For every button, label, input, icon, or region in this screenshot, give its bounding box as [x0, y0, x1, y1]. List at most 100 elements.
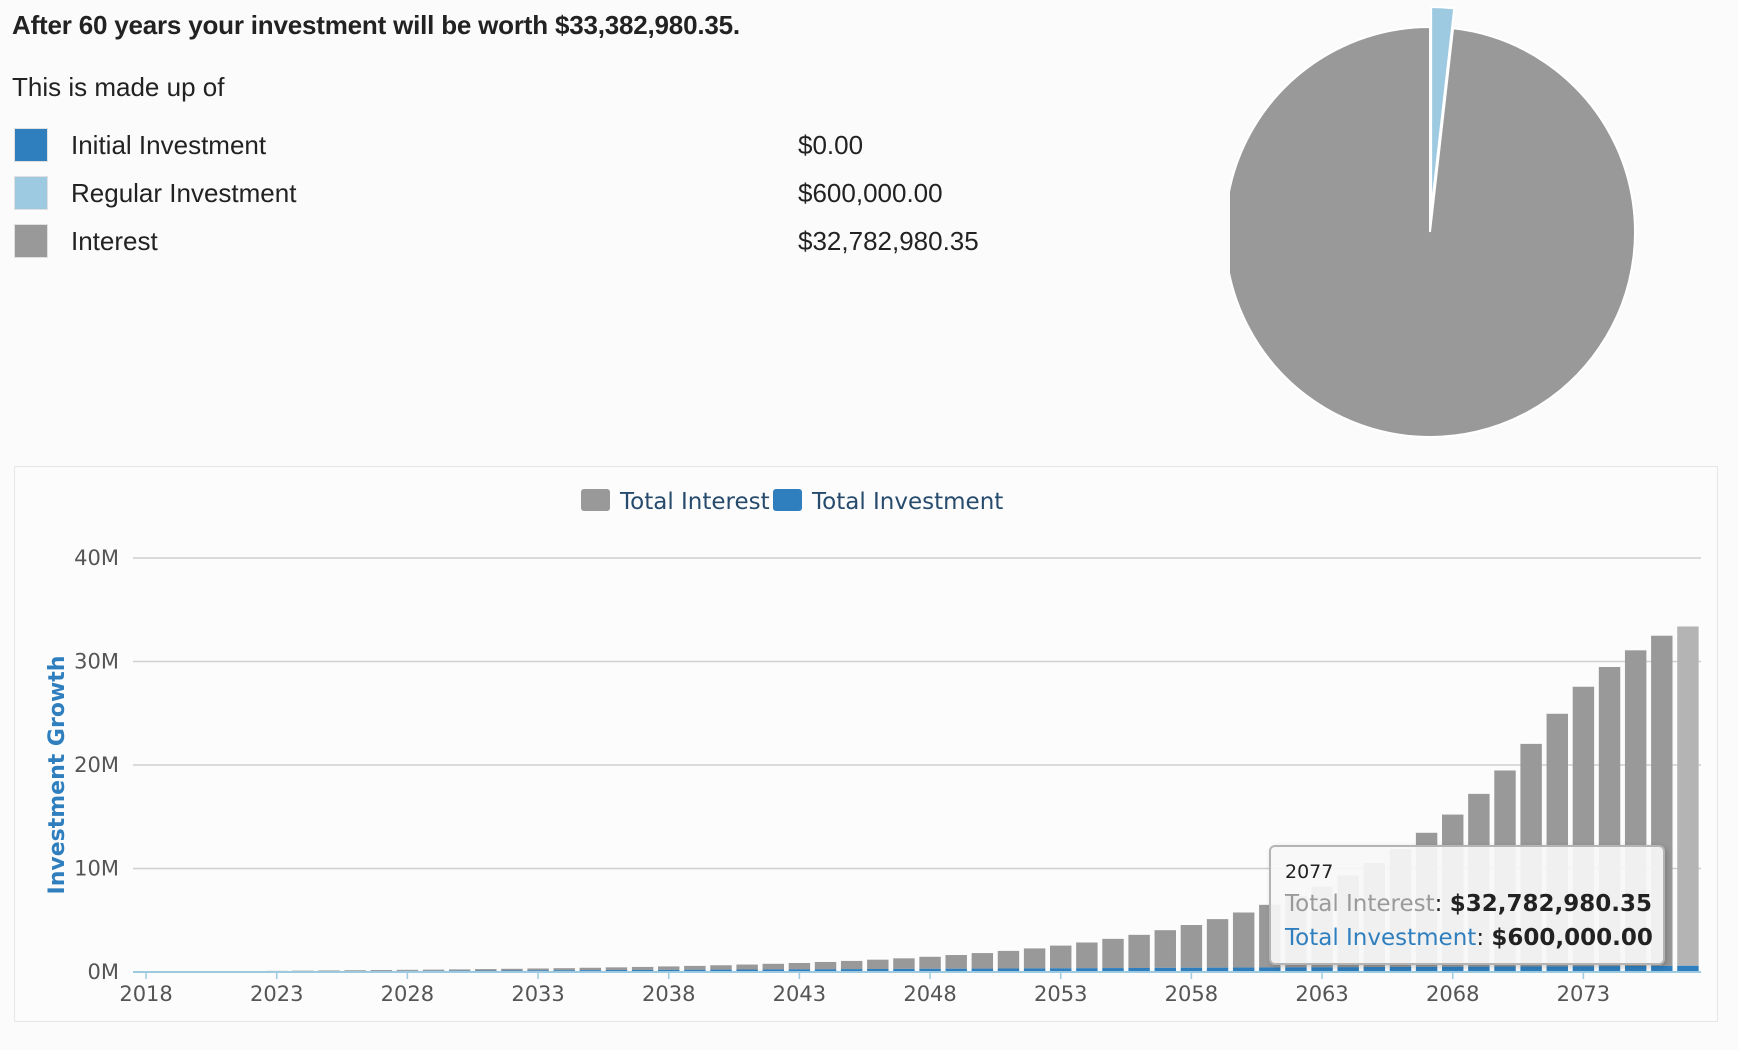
bar-total-interest[interactable] [684, 965, 706, 970]
bar-total-investment[interactable] [1651, 965, 1673, 972]
bar-total-interest[interactable] [1076, 942, 1098, 969]
tooltip-interest-line: Total Interest: $32,782,980.35 [1285, 891, 1652, 917]
bar-total-interest[interactable] [527, 968, 549, 971]
bar-total-interest[interactable] [1128, 934, 1150, 968]
bar-total-investment[interactable] [1389, 966, 1412, 972]
legend-item-total-interest[interactable]: Total Interest [581, 489, 770, 515]
bar-total-investment[interactable] [1206, 967, 1229, 972]
bar-total-investment[interactable] [814, 969, 837, 972]
breakdown-pie-chart[interactable] [1230, 0, 1690, 440]
bar-total-investment[interactable] [1624, 965, 1647, 972]
bar-total-investment[interactable] [1520, 966, 1542, 972]
x-tick-label: 2038 [642, 982, 695, 1006]
bar-total-investment[interactable] [971, 968, 994, 972]
bar-total-investment[interactable] [867, 968, 889, 972]
bar-total-investment[interactable] [1102, 968, 1124, 972]
breakdown-list: Initial Investment $0.00 Regular Investm… [14, 128, 1014, 272]
bar-total-investment[interactable] [1050, 968, 1072, 972]
bar-total-interest[interactable] [1050, 945, 1072, 969]
bar-total-investment[interactable] [1311, 967, 1333, 972]
bar-total-interest[interactable] [762, 963, 784, 970]
bar-total-investment[interactable] [1023, 968, 1046, 972]
breakdown-row-interest: Interest $32,782,980.35 [14, 224, 1014, 272]
bar-total-investment[interactable] [1285, 967, 1307, 972]
bar-total-interest[interactable] [919, 956, 941, 969]
bar-total-interest[interactable] [631, 966, 654, 970]
bar-total-interest[interactable] [475, 969, 497, 971]
bar-total-investment[interactable] [631, 969, 654, 972]
bar-total-investment[interactable] [1677, 965, 1699, 972]
bar-total-interest[interactable] [1677, 626, 1699, 966]
bar-total-investment[interactable] [1076, 968, 1098, 972]
y-tick-label: 20M [74, 753, 119, 777]
legend-swatch [581, 489, 610, 511]
bar-total-interest[interactable] [658, 966, 680, 970]
x-tick-label: 2058 [1165, 982, 1218, 1006]
legend-item-total-investment[interactable]: Total Investment [773, 489, 1003, 515]
bar-total-investment[interactable] [1598, 966, 1621, 972]
bar-total-interest[interactable] [448, 969, 471, 971]
bar-total-interest[interactable] [710, 965, 732, 970]
bar-total-interest[interactable] [997, 950, 1020, 969]
bar-total-interest[interactable] [422, 969, 445, 971]
regular-investment-value: $600,000.00 [798, 178, 943, 208]
bar-total-interest[interactable] [945, 955, 967, 969]
bar-total-investment[interactable] [840, 969, 863, 972]
bar-total-interest[interactable] [605, 967, 628, 971]
bar-total-interest[interactable] [971, 953, 994, 969]
bar-total-investment[interactable] [710, 969, 732, 972]
bar-total-interest[interactable] [501, 968, 523, 971]
bar-total-interest[interactable] [736, 964, 758, 970]
bar-total-investment[interactable] [1154, 967, 1176, 972]
bar-total-investment[interactable] [893, 968, 915, 972]
bar-total-interest[interactable] [318, 970, 340, 972]
bar-total-interest[interactable] [396, 969, 419, 971]
bar-total-interest[interactable] [867, 959, 889, 969]
bar-total-investment[interactable] [1442, 966, 1464, 972]
bar-total-interest[interactable] [579, 967, 602, 971]
y-axis-title: Investment Growth [45, 656, 70, 895]
bar-total-investment[interactable] [919, 968, 941, 972]
bar-total-investment[interactable] [1494, 966, 1516, 972]
bar-total-investment[interactable] [1180, 967, 1203, 972]
bar-total-investment[interactable] [1572, 966, 1595, 972]
pie-slice-interest[interactable] [1230, 25, 1636, 438]
bar-total-interest[interactable] [1180, 925, 1203, 968]
x-tick-label: 2043 [773, 982, 826, 1006]
pie-slice-regular-investment[interactable] [1430, 6, 1456, 213]
x-tick-label: 2023 [250, 982, 303, 1006]
bar-total-interest[interactable] [344, 970, 366, 972]
bar-total-investment[interactable] [945, 968, 967, 972]
y-tick-label: 0M [88, 960, 119, 984]
bar-total-interest[interactable] [1154, 930, 1176, 968]
bar-total-investment[interactable] [1546, 966, 1568, 972]
bar-total-investment[interactable] [1363, 967, 1386, 972]
bar-total-investment[interactable] [1259, 967, 1281, 972]
bar-total-interest[interactable] [788, 962, 811, 970]
bar-total-investment[interactable] [1468, 966, 1490, 972]
bar-total-interest[interactable] [1023, 948, 1046, 969]
bar-total-interest[interactable] [1232, 912, 1255, 968]
bar-total-investment[interactable] [762, 969, 784, 972]
bar-total-interest[interactable] [370, 970, 392, 971]
bar-total-investment[interactable] [1337, 967, 1359, 972]
bar-total-investment[interactable] [1128, 967, 1150, 972]
bar-total-investment[interactable] [684, 969, 706, 972]
bar-total-interest[interactable] [840, 960, 863, 970]
bar-total-investment[interactable] [736, 969, 758, 972]
x-tick-label: 2073 [1557, 982, 1610, 1006]
bar-total-investment[interactable] [788, 969, 811, 972]
bar-total-interest[interactable] [1102, 938, 1124, 969]
bar-total-interest[interactable] [553, 968, 575, 971]
bar-total-interest[interactable] [292, 970, 314, 972]
tooltip-interest-label: Total Interest [1285, 891, 1435, 917]
legend-label: Total Investment [811, 489, 1003, 515]
x-tick-label: 2018 [119, 982, 172, 1006]
bar-total-interest[interactable] [893, 958, 915, 969]
bar-total-investment[interactable] [658, 969, 680, 972]
bar-total-investment[interactable] [997, 968, 1020, 972]
bar-total-investment[interactable] [1415, 966, 1438, 972]
bar-total-investment[interactable] [1232, 967, 1255, 972]
bar-total-interest[interactable] [1206, 919, 1229, 968]
bar-total-interest[interactable] [814, 961, 837, 970]
